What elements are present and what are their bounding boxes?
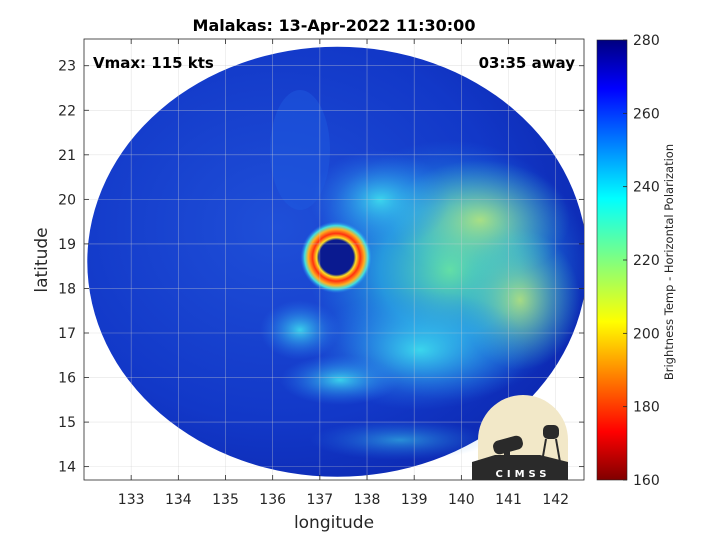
vmax-label: Vmax: 115 kts [93, 54, 214, 72]
grid-lines [84, 39, 584, 480]
microwave-swath [87, 46, 584, 477]
y-tick-label: 18 [58, 281, 76, 297]
x-tick-label: 142 [542, 492, 569, 508]
storm-eye [300, 221, 373, 294]
colorbar-label: Brightness Temp - Horizontal Polarizatio… [662, 144, 676, 380]
x-tick-label: 140 [448, 492, 475, 508]
colorbar-tick-label: 240 [633, 180, 660, 196]
logo-text: CIMSS [496, 469, 551, 480]
y-axis-label: latitude [32, 227, 52, 292]
cimss-logo: CIMSS [472, 395, 568, 480]
x-axis-label: longitude [294, 513, 374, 533]
logo-tower-icon [543, 425, 559, 439]
x-tick-label: 134 [165, 492, 192, 508]
logo-dish-icon [493, 435, 523, 455]
x-tick-label: 139 [401, 492, 428, 508]
colorbar-tick-label: 180 [633, 400, 660, 416]
y-ticks: 14 15 16 17 18 19 20 21 22 23 [58, 59, 584, 476]
colorbar-ticks: 280 260 240 220 200 180 160 [623, 33, 660, 489]
y-tick-label: 22 [58, 103, 76, 119]
colorbar-tick-label: 160 [633, 473, 660, 489]
x-tick-label: 138 [354, 492, 381, 508]
colorbar-tick-label: 280 [633, 33, 660, 49]
x-tick-label: 135 [212, 492, 239, 508]
y-tick-label: 23 [58, 59, 76, 75]
y-tick-label: 17 [58, 326, 76, 342]
colorbar [596, 39, 628, 481]
y-tick-label: 19 [58, 237, 76, 253]
time-away-label: 03:35 away [479, 54, 576, 72]
y-tick-label: 14 [58, 460, 76, 476]
x-tick-label: 141 [495, 492, 522, 508]
y-tick-label: 15 [58, 415, 76, 431]
x-tick-label: 137 [306, 492, 333, 508]
x-tick-label: 133 [118, 492, 145, 508]
y-tick-label: 16 [58, 371, 76, 387]
colorbar-tick-label: 260 [633, 106, 660, 122]
y-tick-label: 21 [58, 148, 76, 164]
x-ticks: 133 134 135 136 137 138 139 140 141 142 [118, 39, 569, 508]
x-tick-label: 136 [259, 492, 286, 508]
chart-title: Malakas: 13-Apr-2022 11:30:00 [193, 16, 476, 35]
colorbar-tick-label: 200 [633, 326, 660, 342]
y-tick-label: 20 [58, 192, 76, 208]
colorbar-tick-label: 220 [633, 253, 660, 269]
